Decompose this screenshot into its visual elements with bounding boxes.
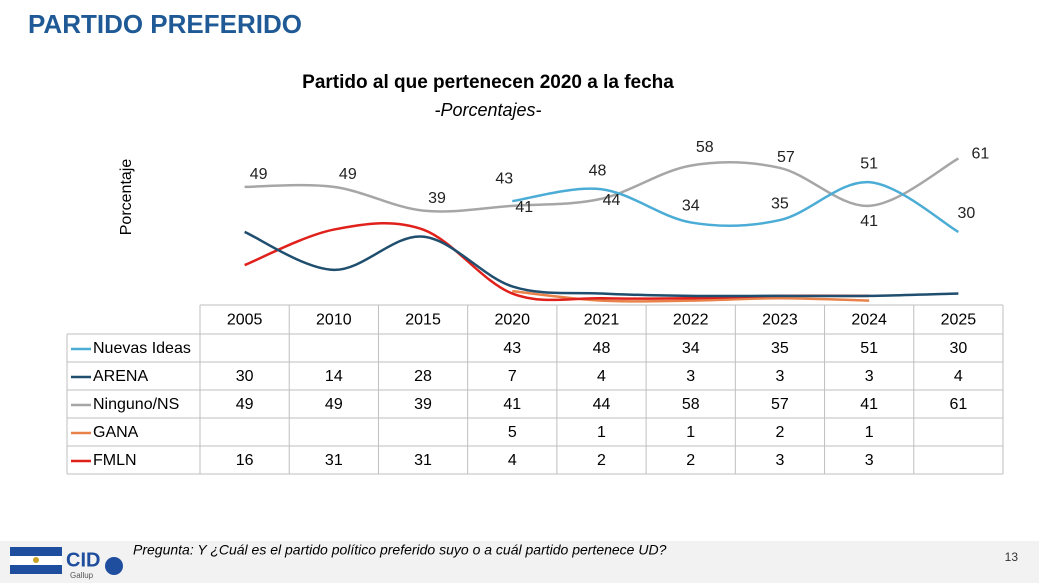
table-cell: 48 xyxy=(593,340,611,357)
y-axis-label: Porcentaje xyxy=(118,159,135,236)
data-label: 51 xyxy=(860,155,878,172)
table-cell: 2 xyxy=(775,424,784,441)
table-cell: 2 xyxy=(686,452,695,469)
table-cell: 4 xyxy=(954,368,963,385)
series-line xyxy=(512,180,960,234)
table-cell: 30 xyxy=(949,340,967,357)
table-cell: 41 xyxy=(503,396,521,413)
data-label: 43 xyxy=(495,170,513,187)
page-number: 13 xyxy=(1005,550,1019,564)
table-cell: 3 xyxy=(775,452,784,469)
flag-stripe xyxy=(10,565,62,574)
data-label: 49 xyxy=(339,166,357,183)
chart-title: Partido al que pertenecen 2020 a la fech… xyxy=(302,72,674,93)
table-cell: 3 xyxy=(865,452,874,469)
table-cell: 1 xyxy=(686,424,695,441)
flag-emblem xyxy=(33,557,39,563)
x-tick-label: 2024 xyxy=(851,312,887,329)
table-cell: 7 xyxy=(508,368,517,385)
logo-text: CID xyxy=(66,549,100,571)
footer-question: Pregunta: Y ¿Cuál es el partido político… xyxy=(133,542,667,558)
x-tick-label: 2005 xyxy=(227,312,263,329)
table-cell: 49 xyxy=(325,396,343,413)
table-cell: 4 xyxy=(597,368,606,385)
table-cell: 61 xyxy=(949,396,967,413)
data-label: 35 xyxy=(771,195,789,212)
table-cell: 31 xyxy=(325,452,343,469)
table-cell: 14 xyxy=(325,368,343,385)
x-tick-label: 2010 xyxy=(316,312,352,329)
data-label: 48 xyxy=(589,162,607,179)
table-cell: 35 xyxy=(771,340,789,357)
legend-label: ARENA xyxy=(93,368,148,385)
table-cell: 1 xyxy=(597,424,606,441)
table-cell: 3 xyxy=(775,368,784,385)
logo: CID Gallup xyxy=(10,547,123,580)
table-cell: 58 xyxy=(682,396,700,413)
legend-label: GANA xyxy=(93,424,139,441)
table-cell: 57 xyxy=(771,396,789,413)
data-label: 49 xyxy=(250,166,268,183)
data-label: 34 xyxy=(682,198,700,215)
data-label: 41 xyxy=(860,213,878,230)
table-cell: 16 xyxy=(236,452,254,469)
table-cell: 30 xyxy=(236,368,254,385)
series-line xyxy=(244,230,959,298)
table-cell: 44 xyxy=(593,396,611,413)
data-label: 61 xyxy=(971,146,989,163)
x-tick-label: 2022 xyxy=(673,312,709,329)
page-header: PARTIDO PREFERIDO xyxy=(28,9,302,39)
table-cell: 39 xyxy=(414,396,432,413)
chart-subtitle: -Porcentajes- xyxy=(434,100,541,120)
data-label: 58 xyxy=(696,139,714,156)
data-label: 30 xyxy=(957,205,975,222)
table-cell: 3 xyxy=(686,368,695,385)
flag-stripe xyxy=(10,547,62,556)
table-cell: 2 xyxy=(597,452,606,469)
legend-label: Nuevas Ideas xyxy=(93,340,191,357)
logo-globe xyxy=(105,557,123,575)
data-label: 57 xyxy=(777,149,795,166)
table-cell: 34 xyxy=(682,340,700,357)
table-cell: 51 xyxy=(860,340,878,357)
x-tick-label: 2025 xyxy=(941,312,977,329)
data-label: 39 xyxy=(428,190,446,207)
table-cell: 28 xyxy=(414,368,432,385)
legend-label: Ninguno/NS xyxy=(93,396,179,413)
data-table: 2005 2010 2015 2020 2021 2022 2023 2024 2025 Nuev… xyxy=(66,304,1004,475)
table-cell: 5 xyxy=(508,424,517,441)
x-tick-label: 2021 xyxy=(584,312,620,329)
logo-subtext: Gallup xyxy=(70,571,94,580)
footer-band xyxy=(0,541,1039,583)
x-tick-label: 2015 xyxy=(405,312,441,329)
legend-label: FMLN xyxy=(93,452,137,469)
data-label: 41 xyxy=(515,199,533,216)
table-cell: 1 xyxy=(865,424,874,441)
series-line xyxy=(244,157,959,213)
data-label: 44 xyxy=(603,192,621,209)
x-tick-label: 2020 xyxy=(494,312,530,329)
table-cell: 3 xyxy=(865,368,874,385)
x-tick-label: 2023 xyxy=(762,312,798,329)
table-cell: 4 xyxy=(508,452,517,469)
table-cell: 41 xyxy=(860,396,878,413)
table-cell: 43 xyxy=(503,340,521,357)
table-cell: 31 xyxy=(414,452,432,469)
table-cell: 49 xyxy=(236,396,254,413)
